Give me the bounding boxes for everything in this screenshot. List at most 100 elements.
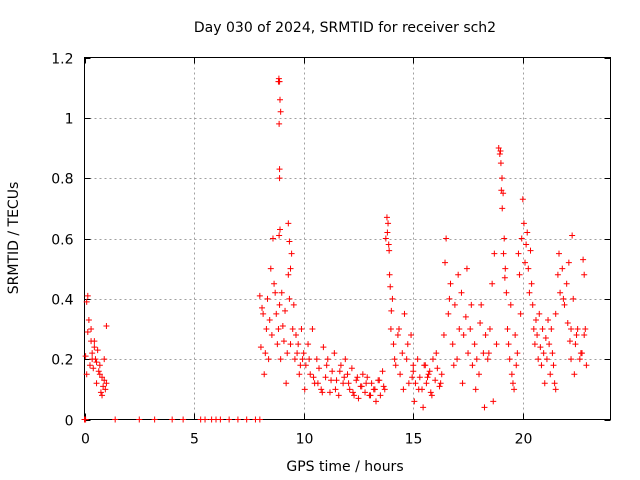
data-point bbox=[568, 356, 575, 363]
data-point bbox=[550, 362, 557, 369]
data-point bbox=[234, 416, 241, 423]
data-point bbox=[91, 344, 98, 351]
data-point bbox=[536, 310, 543, 317]
data-point bbox=[296, 371, 303, 378]
data-point bbox=[264, 295, 271, 302]
data-point bbox=[529, 301, 536, 308]
data-point bbox=[390, 341, 397, 348]
data-point bbox=[263, 326, 270, 332]
data-point bbox=[335, 392, 342, 399]
data-point bbox=[416, 374, 423, 381]
data-point bbox=[482, 332, 489, 339]
data-point bbox=[555, 250, 562, 257]
data-point bbox=[326, 389, 333, 396]
data-point bbox=[541, 380, 548, 387]
data-point bbox=[101, 377, 108, 384]
data-point bbox=[180, 416, 187, 423]
data-point bbox=[276, 301, 283, 308]
plot-frame bbox=[84, 57, 611, 420]
y-tick-label: 0.8 bbox=[51, 172, 73, 188]
data-point bbox=[577, 350, 584, 357]
data-point bbox=[508, 371, 515, 378]
data-point bbox=[102, 386, 109, 393]
data-point bbox=[371, 386, 378, 393]
data-point bbox=[570, 295, 577, 302]
data-point bbox=[394, 332, 401, 339]
data-point bbox=[574, 326, 581, 332]
data-point bbox=[368, 380, 375, 387]
data-point bbox=[547, 371, 554, 378]
data-point bbox=[546, 341, 553, 348]
data-point bbox=[316, 365, 323, 372]
data-point bbox=[458, 289, 465, 296]
data-point bbox=[582, 326, 589, 332]
data-point bbox=[501, 235, 508, 242]
data-point bbox=[276, 96, 283, 103]
data-point bbox=[90, 365, 97, 372]
data-point bbox=[298, 326, 305, 332]
data-point bbox=[91, 338, 98, 345]
data-point bbox=[499, 205, 506, 212]
data-point bbox=[573, 332, 580, 339]
data-point bbox=[468, 301, 475, 308]
y-tick-label: 0.4 bbox=[51, 293, 73, 309]
data-point bbox=[265, 356, 272, 363]
data-point bbox=[389, 295, 396, 302]
data-point bbox=[467, 326, 474, 332]
data-point bbox=[500, 190, 507, 197]
data-point bbox=[424, 374, 431, 381]
data-point bbox=[526, 289, 533, 296]
data-point bbox=[302, 362, 309, 369]
data-point bbox=[423, 380, 430, 387]
data-point bbox=[294, 350, 301, 357]
data-point bbox=[404, 341, 411, 348]
data-point bbox=[306, 356, 313, 363]
data-point bbox=[535, 356, 542, 363]
data-point bbox=[305, 341, 312, 348]
data-point bbox=[346, 386, 353, 393]
data-point bbox=[89, 350, 96, 357]
data-point bbox=[451, 301, 458, 308]
data-point bbox=[527, 247, 534, 254]
data-point bbox=[329, 368, 336, 375]
chart-title: Day 030 of 2024, SRMTID for receiver sch… bbox=[194, 20, 496, 36]
data-point bbox=[289, 326, 296, 332]
data-point bbox=[353, 377, 360, 384]
data-point bbox=[405, 380, 412, 387]
data-point bbox=[97, 389, 104, 396]
data-point bbox=[384, 229, 391, 236]
data-point bbox=[320, 344, 327, 351]
data-point bbox=[276, 226, 283, 233]
data-point bbox=[257, 344, 264, 351]
data-point bbox=[387, 326, 394, 332]
data-point bbox=[400, 386, 407, 393]
data-point bbox=[385, 220, 392, 227]
data-point bbox=[275, 326, 282, 332]
data-point bbox=[226, 416, 233, 423]
data-point bbox=[286, 238, 293, 245]
data-point bbox=[337, 362, 344, 369]
data-point bbox=[83, 298, 90, 305]
data-point bbox=[323, 362, 330, 369]
data-point bbox=[328, 377, 335, 384]
y-tick-label: 1 bbox=[65, 112, 74, 128]
data-point bbox=[481, 404, 488, 411]
data-point bbox=[566, 338, 573, 345]
data-point bbox=[169, 416, 176, 423]
data-point bbox=[362, 389, 369, 396]
data-point bbox=[295, 341, 302, 348]
data-point bbox=[331, 350, 338, 357]
data-point bbox=[99, 374, 106, 381]
data-point bbox=[410, 362, 417, 369]
data-point bbox=[569, 232, 576, 239]
y-axis-label: SRMTID / TECUs bbox=[6, 182, 22, 295]
data-point bbox=[486, 326, 493, 332]
data-point bbox=[537, 344, 544, 351]
data-point bbox=[274, 341, 281, 348]
data-point bbox=[103, 380, 110, 387]
data-point bbox=[514, 350, 521, 357]
data-point bbox=[96, 371, 103, 378]
data-point bbox=[256, 416, 263, 423]
data-point bbox=[485, 350, 492, 357]
data-point bbox=[344, 371, 351, 378]
